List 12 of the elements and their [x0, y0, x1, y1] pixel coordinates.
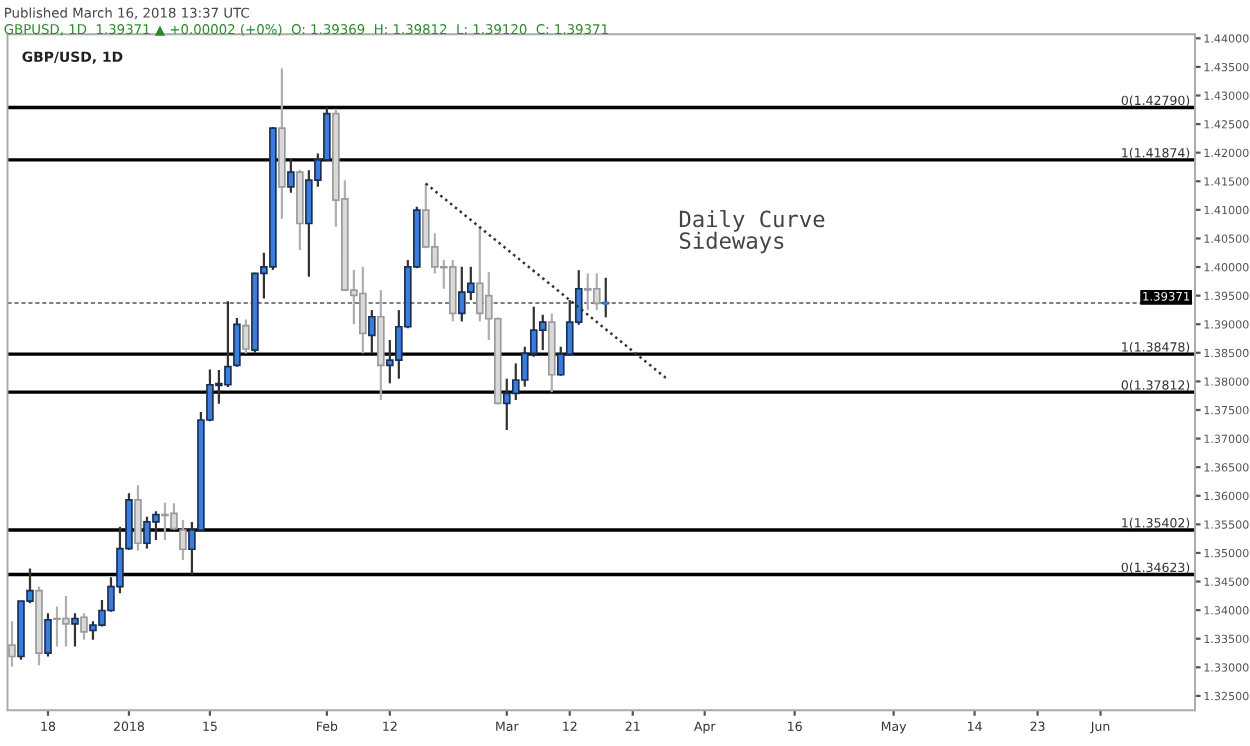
- annotation: Daily Curve Sideways: [679, 210, 825, 254]
- candlestick: [242, 318, 250, 355]
- candlestick: [233, 316, 241, 368]
- candlestick: [287, 157, 295, 194]
- candlestick: [71, 612, 79, 648]
- candlestick: [179, 518, 187, 562]
- candlestick: [592, 272, 601, 312]
- candlestick: [44, 612, 52, 658]
- candlestick: [134, 484, 142, 552]
- candlestick: [368, 308, 376, 355]
- candlestick: [538, 313, 547, 352]
- candlestick: [80, 612, 88, 641]
